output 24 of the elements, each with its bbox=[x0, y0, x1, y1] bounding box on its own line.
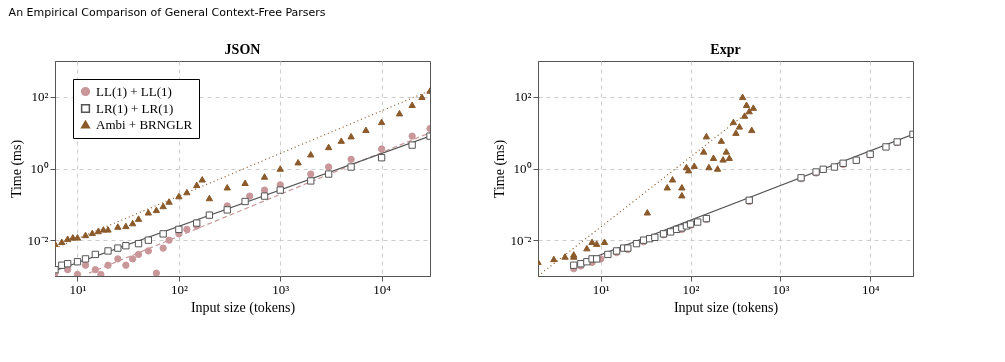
x-tick-label: 10⁴ bbox=[861, 281, 880, 297]
x-tick-label: 10³ bbox=[272, 281, 290, 297]
legend-label: LR(1) + LR(1) bbox=[96, 100, 174, 116]
chart-title: Expr bbox=[710, 42, 741, 57]
x-tick-label: 10¹ bbox=[69, 281, 87, 297]
y-tick-label: 10⁻² bbox=[510, 232, 532, 248]
x-tick-label: 10¹ bbox=[592, 281, 610, 297]
x-tick-label: 10² bbox=[170, 281, 188, 297]
x-tick-label: 10³ bbox=[772, 281, 790, 297]
text: An Empirical Comparison of General Context-Free Parsers bbox=[8, 5, 326, 19]
y-tick-label: 10⁰ bbox=[30, 161, 49, 176]
y-tick-label: 10⁻² bbox=[27, 232, 49, 248]
y-tick-label: 10² bbox=[31, 89, 49, 105]
y-axis-title: Time (ms) bbox=[491, 139, 508, 199]
x-tick-label: 10² bbox=[682, 281, 700, 297]
chart-title: JSON bbox=[224, 42, 261, 57]
y-tick-label: 10² bbox=[514, 89, 532, 105]
x-tick-label: 10⁴ bbox=[373, 281, 392, 297]
legend-label: Ambi + BRNGLR bbox=[96, 116, 193, 132]
x-axis-title: Input size (tokens) bbox=[190, 299, 296, 316]
legend-label: LL(1) + LL(1) bbox=[96, 83, 172, 99]
y-axis-title: Time (ms) bbox=[8, 139, 25, 199]
x-axis-title: Input size (tokens) bbox=[673, 299, 779, 316]
y-tick-label: 10⁰ bbox=[513, 161, 532, 176]
